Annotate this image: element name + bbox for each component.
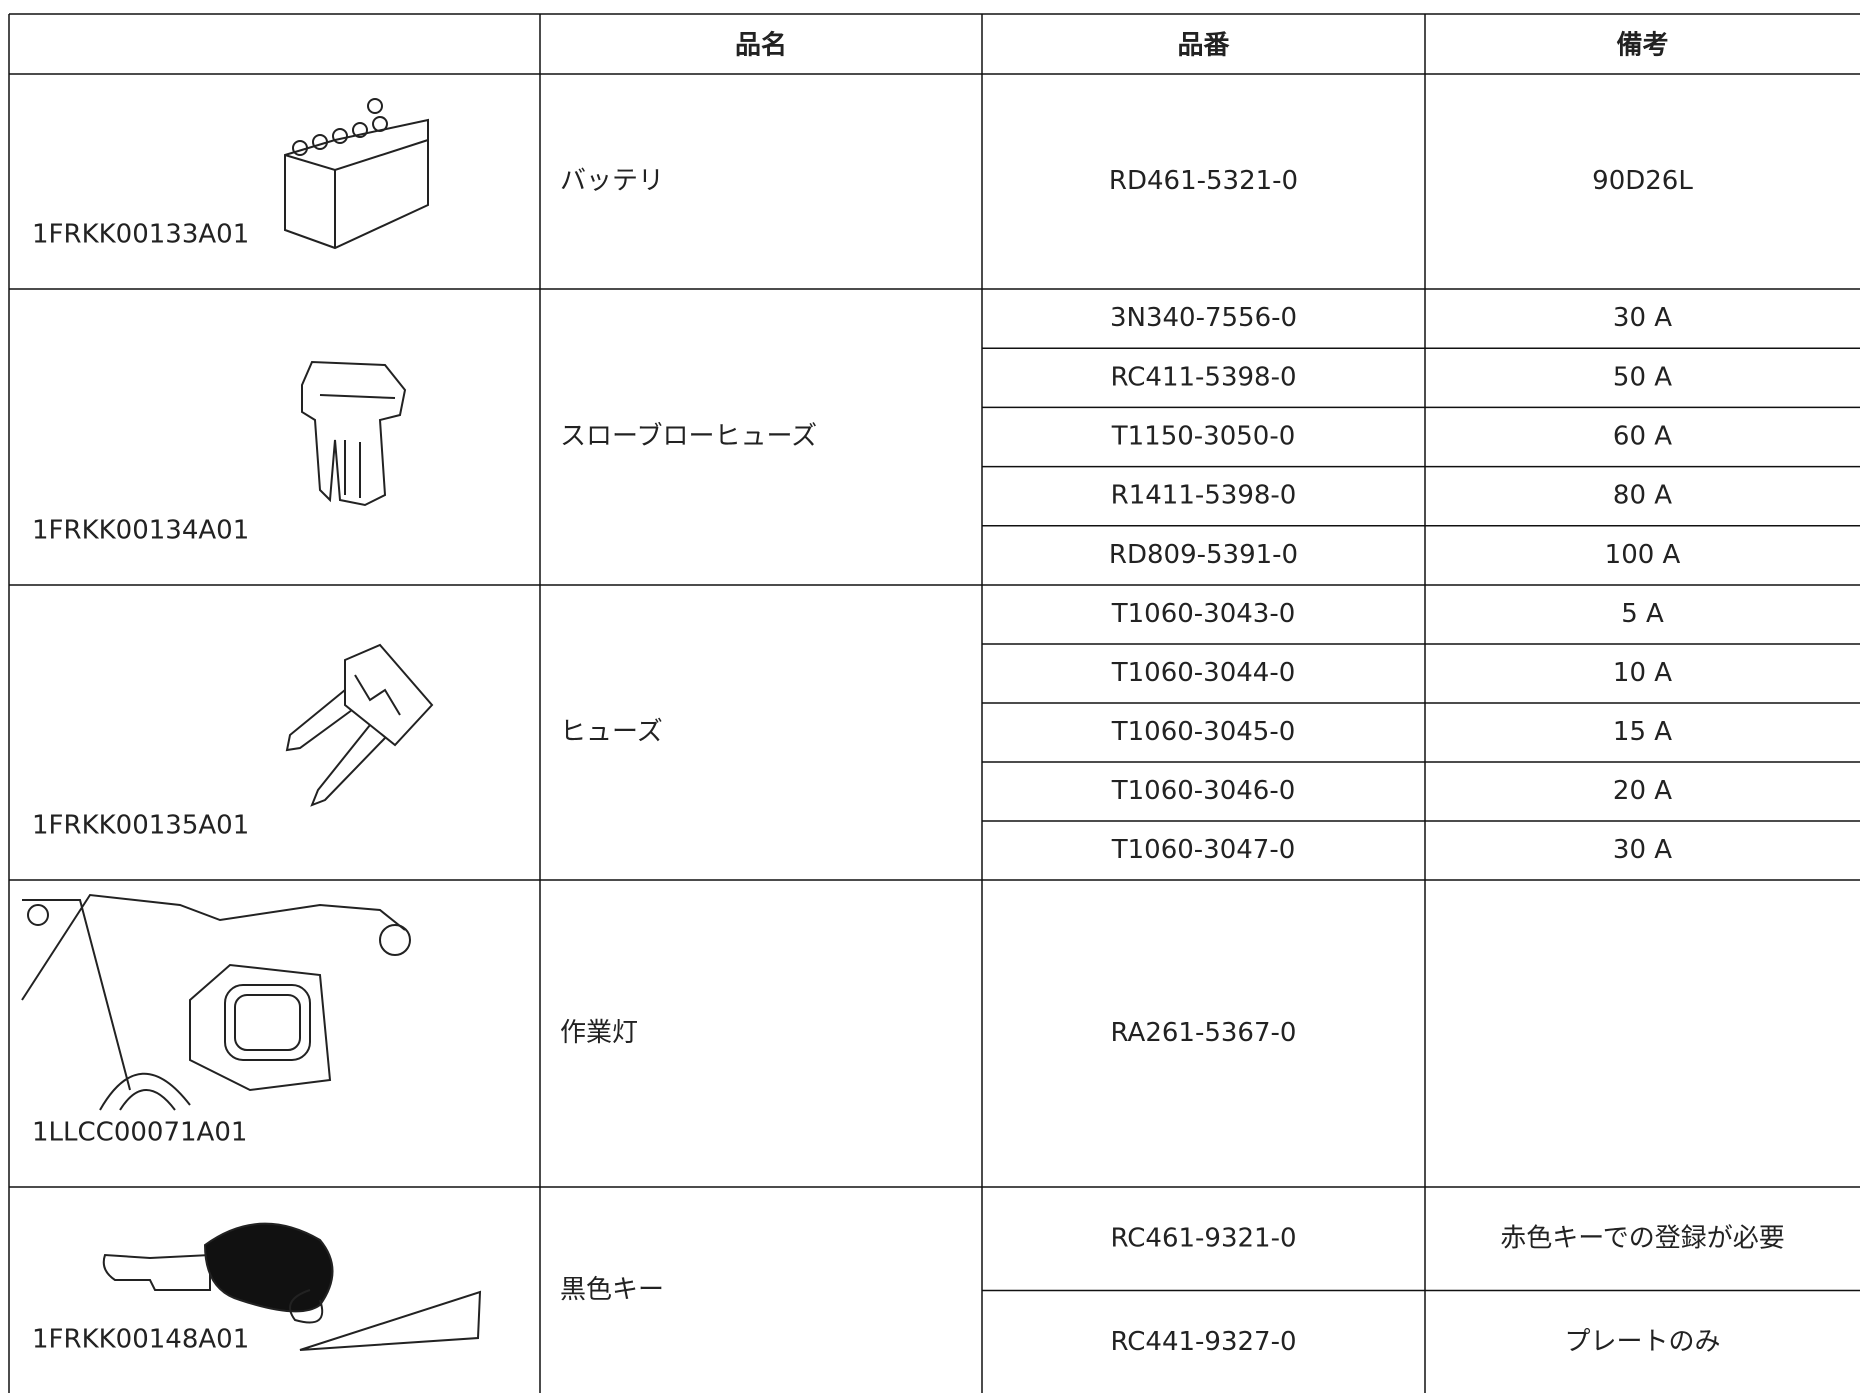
image-id: 1LLCC00071A01	[32, 1118, 247, 1148]
note: 赤色キーでの登録が必要	[1500, 1223, 1784, 1253]
header-cell: 品名	[735, 30, 787, 61]
part-number: RD461-5321-0	[1109, 166, 1298, 196]
battery-illustration	[284, 98, 429, 250]
key-illustration	[102, 1222, 482, 1351]
note: 10 A	[1613, 658, 1672, 688]
note: 30 A	[1613, 835, 1672, 865]
image-id: 1FRKK00148A01	[32, 1325, 249, 1355]
note: 100 A	[1605, 540, 1681, 570]
part-number: 3N340-7556-0	[1110, 303, 1297, 333]
note: 30 A	[1613, 303, 1672, 333]
item-name: ヒューズ	[560, 717, 663, 747]
note: 15 A	[1613, 717, 1672, 747]
part-number: R1411-5398-0	[1111, 481, 1297, 511]
item-name: バッテリ	[560, 166, 664, 196]
note: 50 A	[1613, 362, 1672, 392]
part-number: RC461-9321-0	[1110, 1223, 1296, 1253]
image-id: 1FRKK00133A01	[32, 220, 249, 250]
header-cell: 備考	[1616, 30, 1668, 61]
work-light-illustration	[21, 893, 411, 1111]
item-name: 黒色キー	[560, 1275, 664, 1305]
slow-blow-fuse-illustration	[301, 360, 407, 507]
image-id: 1FRKK00134A01	[32, 516, 249, 546]
part-number: RC441-9327-0	[1110, 1327, 1296, 1357]
part-number: T1060-3043-0	[1111, 599, 1296, 629]
note: プレートのみ	[1564, 1327, 1720, 1357]
item-name: スローブローヒューズ	[560, 422, 817, 452]
part-number: RA261-5367-0	[1111, 1018, 1297, 1048]
note: 80 A	[1613, 481, 1672, 511]
item-name: 作業灯	[560, 1018, 638, 1048]
part-number: T1150-3050-0	[1111, 422, 1296, 452]
part-number: T1060-3045-0	[1111, 717, 1296, 747]
fuse-illustration	[285, 643, 434, 807]
note: 90D26L	[1592, 166, 1693, 196]
image-id: 1FRKK00135A01	[32, 811, 249, 841]
part-number: T1060-3046-0	[1111, 776, 1296, 806]
header-cell: 品番	[1177, 31, 1230, 61]
part-number: T1060-3044-0	[1111, 658, 1296, 688]
part-number: T1060-3047-0	[1111, 835, 1296, 865]
part-number: RD809-5391-0	[1109, 540, 1298, 570]
note: 20 A	[1613, 776, 1672, 806]
note: 60 A	[1613, 422, 1672, 452]
part-number: RC411-5398-0	[1110, 362, 1296, 392]
note: 5 A	[1621, 599, 1664, 629]
